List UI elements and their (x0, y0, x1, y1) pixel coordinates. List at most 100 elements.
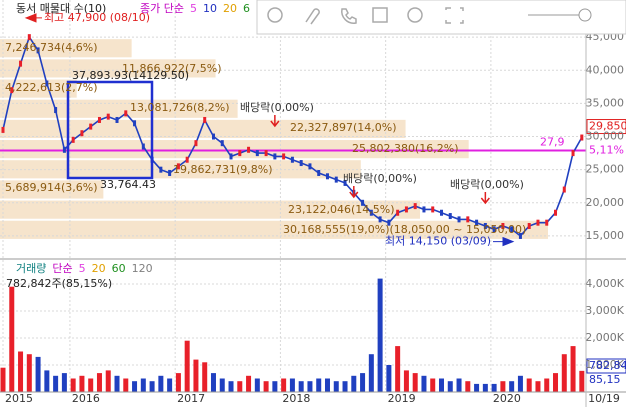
price-candle (185, 156, 189, 163)
volume-bar (70, 378, 76, 392)
price-candle (483, 222, 487, 229)
volume-bar (579, 370, 585, 392)
price-candle (361, 199, 365, 206)
price-candle (448, 213, 452, 220)
volume-bar (123, 378, 129, 392)
volume-bar (193, 359, 199, 392)
volume-bar (403, 370, 409, 392)
volume-bar (140, 378, 146, 392)
date-label: 10/19 (588, 392, 620, 405)
price-candle (440, 209, 443, 216)
slider-knob[interactable] (578, 8, 592, 22)
volume-bar (561, 354, 567, 392)
volume-bar (35, 356, 41, 392)
price-candle (273, 153, 277, 160)
price-candle (475, 219, 479, 226)
price-candle (554, 209, 558, 216)
price-candle (62, 146, 66, 153)
price-candle (264, 150, 268, 157)
x-tick-label: 2016 (72, 392, 100, 405)
volume-ratio-label: 85,15 (589, 373, 621, 386)
price-candle (282, 153, 286, 160)
chart-title: 동서 매물대 수(10) (16, 2, 106, 15)
volume-bar (412, 373, 418, 392)
x-tick-label: 2019 (388, 392, 416, 405)
profile-bar (0, 220, 548, 239)
price-candle (317, 169, 321, 176)
price-candle (124, 110, 128, 117)
volume-bar (210, 373, 216, 392)
price-candle (413, 203, 417, 210)
volume-bar (289, 378, 295, 392)
x-tick-label: 2017 (177, 392, 205, 405)
volume-bar (342, 381, 348, 392)
profile-label: 30,168,555(19,0%)(18,050,00 ~ 15,050,00) (283, 223, 526, 236)
price-candle (54, 107, 58, 114)
volume-tick-label: 2,000K (585, 331, 624, 344)
price-candle (247, 146, 251, 153)
event-label: 배당락(0,00%) (343, 172, 417, 185)
volume-bar (254, 378, 260, 392)
legend-item: 10 (203, 2, 217, 15)
volume-bar (395, 346, 401, 392)
low-arrow (493, 236, 515, 247)
grid (0, 0, 586, 392)
attach-icon[interactable] (305, 8, 320, 25)
range-box-label: 37,893.93(14129.50) (72, 69, 189, 82)
volume-bar (26, 354, 32, 392)
volume-bar (544, 378, 550, 392)
price-candle (343, 179, 347, 186)
last-price-label: 29,850 (589, 120, 626, 133)
volume-bar (447, 381, 453, 392)
emoji-icon[interactable] (267, 7, 283, 23)
price-candle (19, 60, 23, 67)
volume-bar (18, 351, 24, 392)
price-candle (220, 140, 224, 147)
call-icon[interactable] (341, 8, 357, 24)
volume-bar (228, 381, 234, 392)
profile-bar (0, 119, 406, 139)
range-box (66, 80, 154, 180)
y-tick-label: 40,000 (586, 63, 625, 76)
legend-item: 6 (243, 2, 250, 15)
price-candle (580, 134, 584, 141)
price-candle (457, 216, 461, 223)
volume-bar (526, 378, 532, 392)
volume-bar (132, 381, 138, 392)
pin-icon[interactable] (407, 7, 423, 23)
volume-bar (517, 375, 523, 392)
price-candle (27, 34, 31, 41)
high-label: 최고 47,900 (08/10) (44, 11, 150, 24)
price-candle (396, 209, 400, 216)
volume-bar (570, 346, 576, 392)
price-candle (238, 150, 242, 157)
range-box-label: 33,764.43 (100, 178, 156, 191)
volume-bar (324, 378, 330, 392)
event-arrow (270, 115, 280, 128)
calendar-icon[interactable] (372, 7, 388, 23)
volume-bar (386, 365, 392, 392)
volume-bar (96, 373, 102, 392)
expand-icon[interactable] (445, 7, 464, 24)
volume-bar (307, 381, 313, 392)
volume-tick-label: 4,000K (585, 277, 624, 290)
profile-bar (0, 200, 421, 219)
price-candle (203, 116, 207, 123)
volume-bar (351, 375, 357, 392)
price-candle (115, 116, 119, 123)
price-candle (89, 123, 93, 130)
volume-bar (281, 378, 287, 392)
y-tick-label: 20,000 (586, 196, 625, 209)
annotations: 30,168,555(19,0%)(18,050,00 ~ 15,050,00)… (5, 1, 626, 405)
volume-bar (149, 381, 155, 392)
price-candle (501, 222, 505, 229)
legend-item: 20 (223, 2, 237, 15)
x-tick-label: 2020 (493, 392, 521, 405)
volume-profile (0, 39, 548, 239)
volume-bar (237, 381, 243, 392)
profile-label: 7,246,734(4,6%) (5, 41, 98, 54)
volume-bar (246, 375, 252, 392)
volume-bar (377, 278, 383, 392)
y-tick-label: 30,000 (586, 130, 625, 143)
